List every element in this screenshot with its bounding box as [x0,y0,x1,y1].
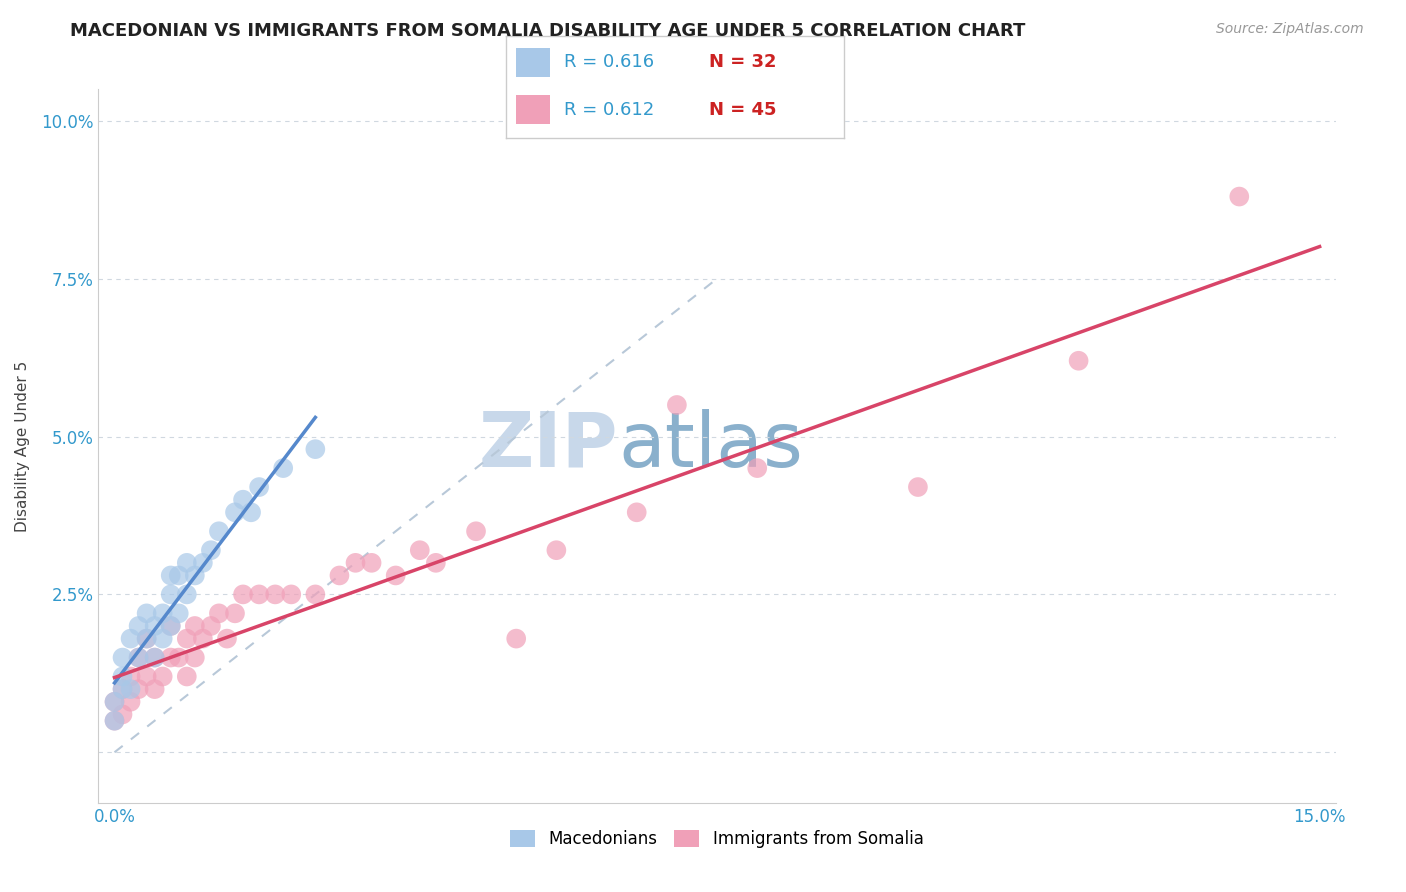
Point [128,619,150,633]
Point [465,524,488,539]
Point [167,650,190,665]
Point [120,682,142,697]
Point [143,682,166,697]
Point [546,543,568,558]
Point [159,568,181,582]
Point [103,714,125,728]
Point [120,632,142,646]
Point [1227,189,1250,203]
Point [425,556,447,570]
Point [304,442,326,457]
Point [159,650,181,665]
Point [143,650,166,665]
Point [505,632,527,646]
Point [152,669,174,683]
Point [232,587,254,601]
Point [360,556,382,570]
Point [176,632,198,646]
Point [1067,353,1090,368]
Point [232,492,254,507]
Point [176,669,198,683]
Point [135,632,157,646]
Point [176,587,198,601]
Point [304,587,326,601]
Point [200,543,222,558]
Point [152,607,174,621]
Point [167,607,190,621]
Point [328,568,350,582]
Point [103,695,125,709]
Point [143,619,166,633]
Point [200,619,222,633]
Text: R = 0.612: R = 0.612 [564,101,654,119]
Point [120,669,142,683]
Point [111,707,134,722]
Point [128,682,150,697]
Text: ZIP: ZIP [478,409,619,483]
Point [384,568,406,582]
Point [264,587,287,601]
Point [747,461,769,475]
Point [247,587,270,601]
Point [271,461,294,475]
Point [208,607,231,621]
Point [111,682,134,697]
Point [135,607,157,621]
Text: MACEDONIAN VS IMMIGRANTS FROM SOMALIA DISABILITY AGE UNDER 5 CORRELATION CHART: MACEDONIAN VS IMMIGRANTS FROM SOMALIA DI… [70,22,1025,40]
Point [159,587,181,601]
Point [907,480,929,494]
Point [240,505,263,519]
Point [409,543,432,558]
Point [215,632,238,646]
Point [120,695,142,709]
Legend: Macedonians, Immigrants from Somalia: Macedonians, Immigrants from Somalia [503,823,931,855]
Point [103,714,125,728]
Text: N = 32: N = 32 [709,54,776,71]
Point [176,556,198,570]
Point [208,524,231,539]
Point [135,669,157,683]
Text: atlas: atlas [619,409,803,483]
Point [111,669,134,683]
Point [224,607,246,621]
Point [224,505,246,519]
Point [167,568,190,582]
Point [111,682,134,697]
Point [280,587,302,601]
Point [128,650,150,665]
Point [159,619,181,633]
Y-axis label: Disability Age Under 5: Disability Age Under 5 [15,360,30,532]
Point [247,480,270,494]
Point [184,650,207,665]
Point [111,650,134,665]
Point [128,650,150,665]
Bar [516,48,550,77]
Point [626,505,648,519]
Point [152,632,174,646]
Bar [516,95,550,124]
Point [135,632,157,646]
Point [184,619,207,633]
Point [344,556,367,570]
Text: R = 0.616: R = 0.616 [564,54,654,71]
Point [665,398,688,412]
Text: N = 45: N = 45 [709,101,776,119]
Point [191,632,214,646]
Point [103,695,125,709]
Point [184,568,207,582]
Point [191,556,214,570]
Point [159,619,181,633]
Point [143,650,166,665]
Text: Source: ZipAtlas.com: Source: ZipAtlas.com [1216,22,1364,37]
